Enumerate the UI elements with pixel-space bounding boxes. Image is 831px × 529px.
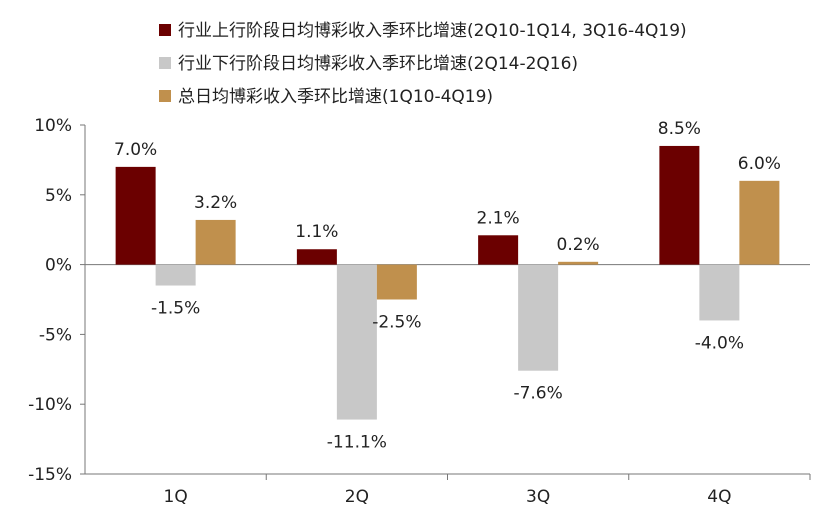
data-label: -1.5%	[151, 299, 200, 319]
data-label: -4.0%	[695, 333, 744, 353]
legend-label: 总日均博彩收入季环比增速(1Q10-4Q19)	[178, 87, 493, 107]
x-tick-label: 3Q	[526, 487, 550, 507]
data-label: 6.0%	[738, 154, 781, 174]
bar	[336, 264, 377, 420]
bar	[518, 264, 559, 371]
axes: 10% 5% 0% -5% -10% -15% 1Q 2Q 3Q 4Q	[28, 116, 811, 507]
bar	[155, 264, 196, 286]
bar	[659, 145, 700, 265]
x-tick-label: 2Q	[345, 487, 369, 507]
data-label: -7.6%	[513, 384, 562, 404]
bar	[478, 235, 519, 265]
legend: 行业上行阶段日均博彩收入季环比增速(2Q10-1Q14, 3Q16-4Q19) 行…	[159, 21, 687, 107]
data-label: 1.1%	[295, 222, 338, 242]
legend-swatch	[159, 24, 171, 36]
bar	[195, 219, 236, 265]
data-label: 2.1%	[477, 208, 520, 228]
y-tick-label: 10%	[34, 116, 72, 136]
legend-swatch	[159, 90, 171, 102]
bar	[376, 264, 417, 300]
bar	[558, 261, 599, 265]
y-tick-label: -5%	[39, 325, 72, 345]
data-label: 8.5%	[658, 119, 701, 139]
y-tick-label: 0%	[45, 256, 72, 276]
y-tick-label: 5%	[45, 186, 72, 206]
bar	[296, 249, 337, 265]
y-tick-label: -10%	[28, 395, 72, 415]
legend-swatch	[159, 57, 171, 69]
x-tick-label: 1Q	[164, 487, 188, 507]
bar	[699, 264, 740, 321]
data-label: 0.2%	[557, 235, 600, 255]
legend-label: 行业下行阶段日均博彩收入季环比增速(2Q14-2Q16)	[178, 54, 578, 74]
data-label: -2.5%	[372, 313, 421, 333]
bar	[739, 180, 780, 265]
data-label: 3.2%	[194, 193, 237, 213]
data-labels: 7.0% -1.5% 3.2% 1.1% -11.1% -2.5% 2.1% -7.6% 0.2…	[114, 119, 781, 453]
legend-label: 行业上行阶段日均博彩收入季环比增速(2Q10-1Q14, 3Q16-4Q19)	[178, 21, 687, 41]
x-tick-label: 4Q	[707, 487, 731, 507]
bar	[115, 166, 156, 265]
data-label: 7.0%	[114, 140, 157, 160]
data-label: -11.1%	[327, 433, 387, 453]
bars	[115, 145, 780, 420]
y-tick-label: -15%	[28, 465, 72, 485]
